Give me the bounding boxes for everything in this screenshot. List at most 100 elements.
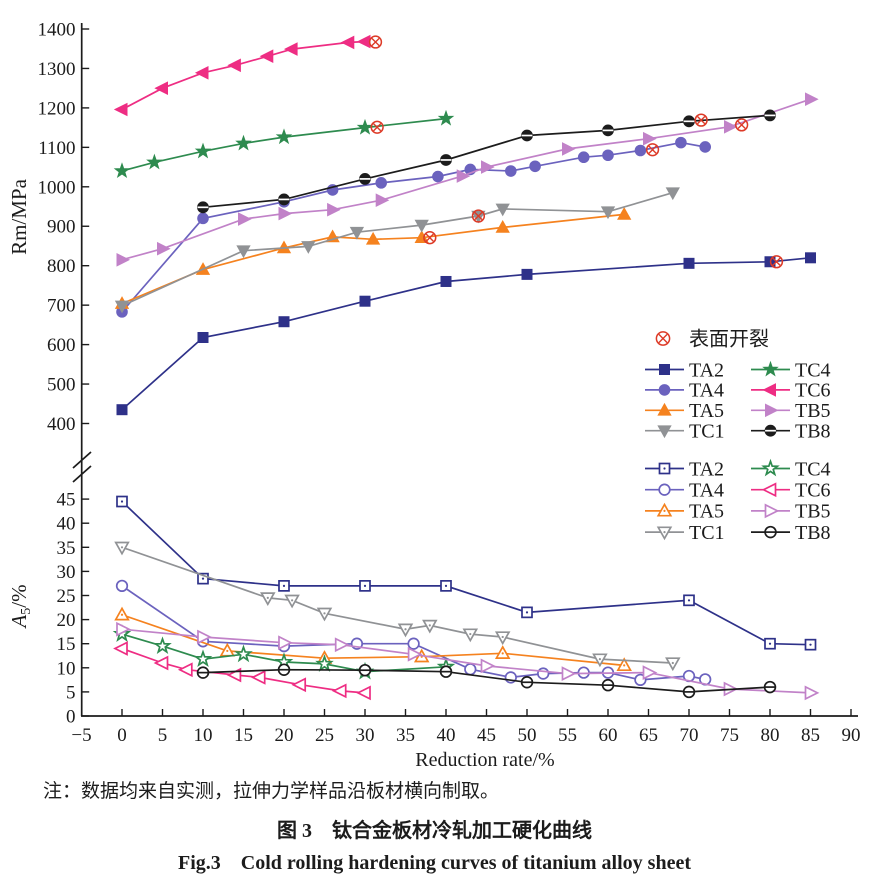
- y-tick-label-rm: 1300: [38, 59, 76, 80]
- triangle-left-marker-icon: [113, 102, 128, 117]
- x-tick-label: 35: [396, 725, 415, 746]
- legend-item-TC6-a5: TC6: [751, 480, 831, 502]
- legend-surface-cracking-label: 表面开裂: [689, 327, 769, 350]
- circle-marker-icon: [464, 663, 477, 676]
- triangle-up-marker-icon: [657, 402, 672, 416]
- triangle-right-marker-icon: [724, 119, 738, 134]
- series-line: [202, 668, 771, 693]
- marker-center-dot: [663, 531, 666, 534]
- circle-marker-icon: [577, 151, 590, 164]
- series-TB5-rm: [116, 92, 819, 267]
- marker-center-dot: [120, 546, 124, 549]
- star-marker-icon: [761, 458, 780, 477]
- series-TA2-rm: [116, 252, 816, 416]
- triangle-left-marker-icon: [356, 685, 371, 701]
- x-tick-label: 5: [158, 725, 168, 746]
- square-marker-icon: [278, 316, 290, 328]
- triangle-right-marker-icon: [804, 685, 820, 701]
- marker-center-dot: [598, 658, 602, 661]
- legend-item-TB5-rm: TB5: [751, 400, 831, 422]
- y-tick-label-rm: 800: [47, 256, 76, 277]
- triangle-left-marker-icon: [356, 34, 371, 49]
- y-tick-label-rm: 500: [47, 375, 76, 396]
- triangle-left-marker-icon: [113, 641, 128, 656]
- y-tick-label-a5: 40: [57, 514, 76, 535]
- series-line: [121, 546, 673, 664]
- square-marker-icon: [805, 252, 816, 264]
- legend-label: TC6: [795, 480, 831, 502]
- triangle-down-marker-icon: [414, 219, 429, 233]
- marker-center-dot: [266, 596, 269, 600]
- x-tick-label: 15: [234, 725, 253, 746]
- square-marker-icon: [116, 404, 128, 416]
- legend-item-TA5-rm: TA5: [645, 400, 724, 422]
- circle-marker-icon: [197, 212, 209, 225]
- marker-center-dot: [120, 613, 124, 616]
- y-axis-title-rm: Rm/MPa: [7, 178, 31, 255]
- circle-marker-icon: [432, 170, 444, 183]
- axes: −5 0 5 10 15 20 25 30 35 40 45 50 55 60 65 70 75 80 85 90Re…: [7, 19, 861, 771]
- x-axis-title: Reduction rate/%: [415, 749, 554, 771]
- triangle-down-marker-icon: [495, 203, 510, 217]
- triangle-up-marker-icon: [365, 231, 381, 245]
- marker-center-dot: [323, 612, 326, 615]
- square-marker-icon: [197, 331, 209, 343]
- marker-center-dot: [663, 509, 666, 512]
- triangle-left-marker-icon: [227, 58, 241, 73]
- circle-marker-icon: [602, 149, 614, 162]
- x-tick-label: 0: [117, 725, 127, 746]
- legend-label: TB5: [795, 400, 831, 422]
- circle-x-icon: [372, 123, 382, 132]
- triangle-up-marker-icon: [495, 219, 510, 233]
- legend-item-TC4-a5: TC4: [751, 458, 831, 480]
- circle-x-icon: [694, 113, 708, 127]
- legend-label: TA5: [689, 501, 724, 523]
- circle-x-icon: [735, 118, 749, 132]
- x-tick-label: 45: [477, 725, 496, 746]
- triangle-right-marker-icon: [480, 658, 496, 674]
- triangle-down-marker-icon: [236, 245, 251, 259]
- x-tick-label: 10: [194, 725, 213, 746]
- marker-center-dot: [226, 649, 229, 653]
- legend-label: TC4: [795, 359, 831, 381]
- star-marker-icon: [194, 142, 212, 159]
- marker-center-dot: [501, 635, 504, 639]
- triangle-left-marker-icon: [331, 683, 347, 699]
- triangle-left-marker-icon: [291, 677, 307, 693]
- legend-item-TB5-a5: TB5: [751, 501, 831, 523]
- x-tick-label: 40: [437, 725, 456, 746]
- y-tick-label-a5: 0: [66, 706, 76, 727]
- x-tick-label: 60: [599, 725, 618, 746]
- triangle-right-marker-icon: [407, 646, 423, 662]
- circle-x-icon: [425, 233, 434, 242]
- y-tick-label-a5: 35: [57, 538, 76, 559]
- triangle-left-marker-icon: [259, 49, 274, 64]
- hardening-curves-chart: −5 0 5 10 15 20 25 30 35 40 45 50 55 60 65 70 75 80 85 90Re…: [7, 19, 861, 771]
- star-marker-icon: [437, 109, 455, 126]
- star-marker-icon: [315, 654, 334, 672]
- marker-center-dot: [671, 661, 674, 665]
- circle-x-icon: [368, 35, 383, 49]
- y-tick-label-rm: 1100: [38, 138, 75, 159]
- circle-x-icon: [769, 255, 784, 269]
- y-tick-label-rm: 900: [47, 217, 76, 238]
- circle-marker-icon: [658, 483, 671, 496]
- legend-label: TC4: [795, 458, 831, 480]
- axis-break-slash: [72, 451, 92, 469]
- triangle-down-marker-icon: [665, 187, 680, 201]
- series-line: [121, 40, 366, 111]
- triangle-down-marker-icon: [349, 226, 365, 240]
- triangle-left-marker-icon: [762, 383, 776, 397]
- circle-x-icon: [645, 143, 660, 157]
- triangle-right-marker-icon: [562, 142, 576, 156]
- square-marker-icon: [521, 268, 533, 280]
- series-TC1-rm: [114, 187, 680, 314]
- figure-caption-zh: 图 3 钛合金板材冷轧加工硬化曲线: [277, 820, 592, 842]
- x-tick-label: 75: [720, 725, 739, 746]
- circle-x-icon: [737, 120, 746, 130]
- series-TB5-a5: [116, 621, 820, 701]
- y-axis-title-a5: A5/%: [7, 584, 34, 629]
- y-tick-label-a5: 30: [57, 562, 76, 583]
- triangle-right-marker-icon: [456, 169, 471, 183]
